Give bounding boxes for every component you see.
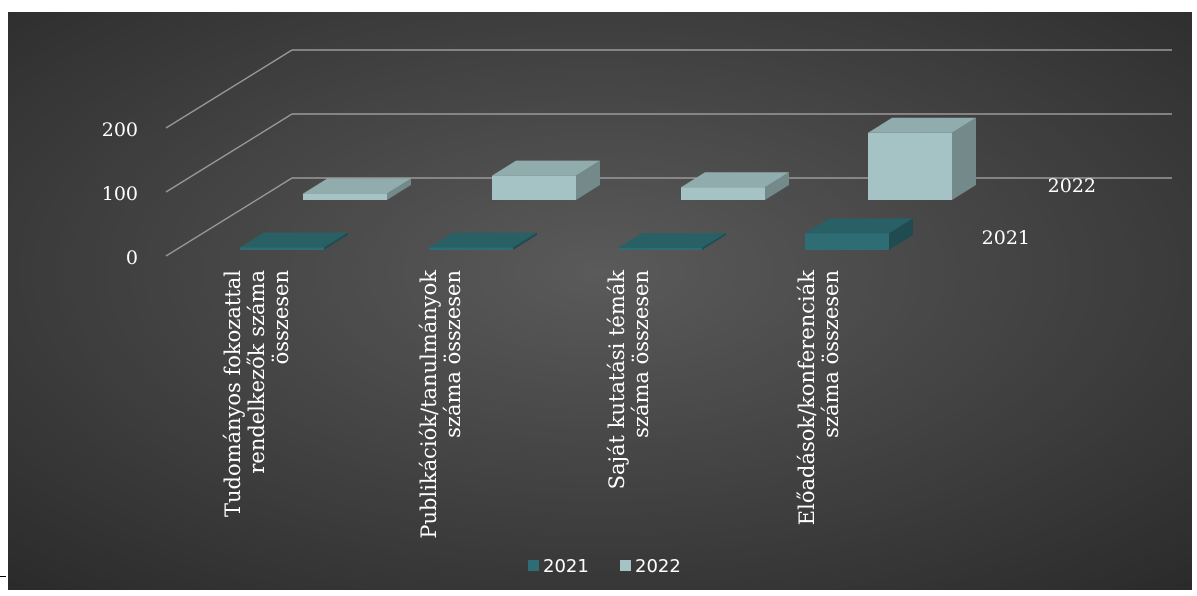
bar-top [618, 233, 726, 248]
bar-top [868, 117, 976, 133]
bar-top [681, 172, 789, 188]
category-label: összesen [269, 270, 293, 364]
bar-side [324, 232, 348, 250]
bar-front [492, 175, 576, 200]
series-depth-label: 2022 [1048, 175, 1096, 197]
bar-front [240, 247, 324, 250]
legend-label: 2021 [543, 556, 589, 577]
y-tick-label: 100 [102, 183, 138, 205]
bar-side [576, 160, 600, 200]
category-label: Előadások/konferenciák [795, 270, 819, 525]
bar-chart-3d: 0 100 200 2022 2021 Tudományos fokozattal rend… [8, 12, 1192, 590]
y-tick-label: 200 [102, 119, 138, 141]
legend-swatch [620, 560, 631, 571]
series-depth-label: 2021 [982, 227, 1030, 249]
gridline-depth [165, 113, 293, 193]
bar-top [240, 232, 348, 248]
bar-side [387, 178, 411, 200]
bars-layer [240, 117, 976, 250]
bar-side [765, 172, 789, 200]
bar-side [889, 218, 913, 250]
bar-front [429, 247, 513, 250]
category-label: Saját kutatási témák [605, 270, 629, 490]
bar-top [492, 160, 600, 176]
bar-front [868, 132, 952, 200]
legend: 2021 2022 [528, 556, 681, 577]
bar-front [805, 233, 889, 250]
bar-side [702, 233, 726, 250]
y-tick-label: 0 [126, 247, 138, 269]
category-label: száma összesen [441, 270, 465, 438]
bar-side [513, 232, 537, 250]
bar-top [303, 178, 411, 194]
bar-top [805, 218, 913, 234]
category-label: Publikációk/tanulmányok [417, 270, 441, 539]
bar-front [303, 193, 387, 200]
bar-front [681, 187, 765, 200]
text-layer: 0 100 200 2022 2021 Tudományos fokozattal rend… [102, 119, 1096, 539]
category-label: Tudományos fokozattal [221, 270, 245, 517]
legend-label: 2022 [635, 556, 681, 577]
category-label: rendelkezők száma [245, 270, 269, 474]
category-label: száma összesen [629, 270, 653, 438]
gridline-depth [165, 49, 293, 129]
page-edge-mark [0, 576, 6, 577]
gridline-depth [165, 177, 293, 257]
bar-front [618, 248, 702, 250]
chart-area: 0 100 200 2022 2021 Tudományos fokozattal rend… [8, 12, 1192, 590]
grid-layer [165, 49, 1172, 257]
chart-background [8, 12, 1192, 590]
legend-swatch [528, 560, 539, 571]
bar-top [429, 232, 537, 248]
bar-side [952, 117, 976, 200]
category-label: száma összesen [819, 270, 843, 438]
